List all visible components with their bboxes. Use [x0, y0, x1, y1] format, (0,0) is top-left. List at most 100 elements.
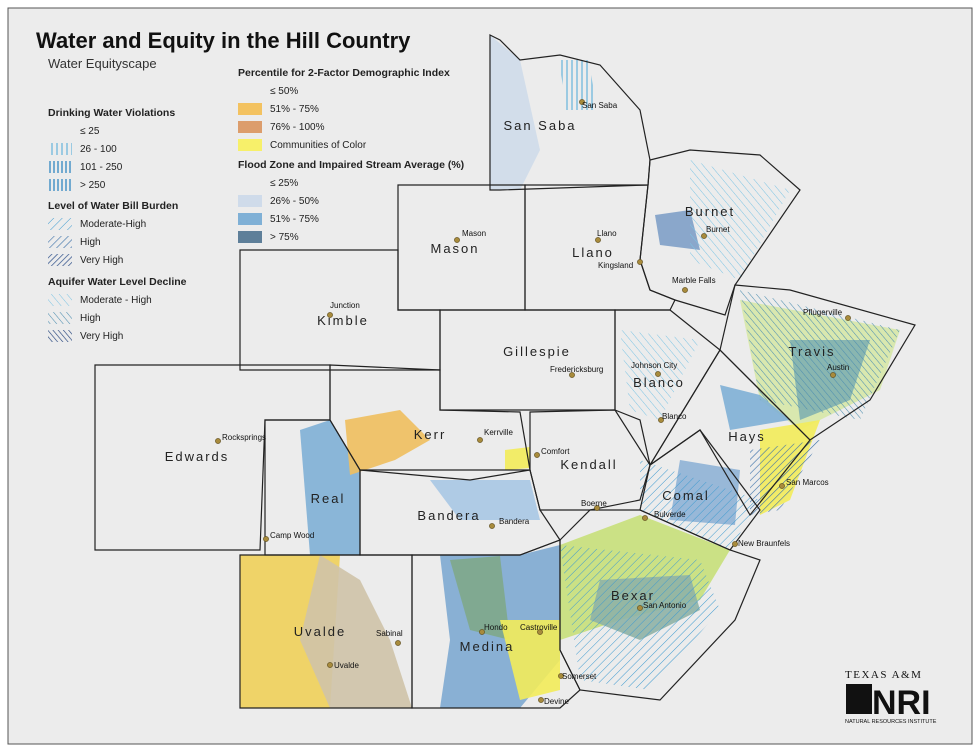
- city-dot: [642, 515, 648, 521]
- county-boundary: [649, 349, 811, 517]
- city-label: Camp Wood: [270, 531, 314, 540]
- legend-item: 26 - 100: [80, 144, 117, 155]
- logo-top: TEXAS A&M: [845, 669, 922, 681]
- county-label: Comal: [662, 488, 710, 503]
- city-label: Fredericksburg: [550, 365, 603, 374]
- legend-item: 51% - 75%: [270, 104, 319, 115]
- city-dot: [489, 523, 495, 529]
- county-label: Uvalde: [294, 624, 346, 639]
- city-dot: [655, 371, 661, 377]
- county-label: Travis: [789, 344, 836, 359]
- city-dot: [558, 673, 564, 679]
- city-dot: [845, 315, 851, 321]
- city-dot: [537, 629, 543, 635]
- city-label: Kingsland: [598, 261, 633, 270]
- city-label: San Antonio: [643, 601, 687, 610]
- county-label: Kimble: [317, 313, 369, 328]
- city-dot: [637, 605, 643, 611]
- county-label: Hays: [728, 429, 766, 444]
- city-dot: [569, 372, 575, 378]
- legend-swatch: [48, 254, 72, 266]
- data-zone: [500, 620, 560, 700]
- legend-item: > 250: [80, 180, 106, 191]
- county-label: Edwards: [165, 449, 230, 464]
- city-dot: [454, 237, 460, 243]
- legend-item: Moderate - High: [80, 295, 152, 306]
- legend-swatch: [238, 231, 262, 243]
- county-boundary: [411, 539, 581, 709]
- city-label: Boerne: [581, 499, 607, 508]
- city-dot: [263, 536, 269, 542]
- data-zone: [655, 210, 700, 250]
- logo-mark: NRI: [872, 684, 931, 722]
- map-title: Water and Equity in the Hill Country: [36, 28, 411, 53]
- city-label: Hondo: [484, 623, 508, 632]
- data-zone: [450, 556, 510, 640]
- city-label: New Braunfels: [738, 539, 790, 548]
- logo-tree: [846, 684, 872, 714]
- city-dot: [658, 417, 664, 423]
- county-label: Gillespie: [503, 344, 571, 359]
- legend-heading: Flood Zone and Impaired Stream Average (…: [238, 159, 464, 171]
- legend-swatch: [48, 312, 72, 324]
- legend-heading: Level of Water Bill Burden: [48, 200, 178, 212]
- legend-item: Moderate-High: [80, 219, 146, 230]
- legend-item: High: [80, 237, 101, 248]
- city-dot: [327, 662, 333, 668]
- city-dot: [594, 505, 600, 511]
- city-dot: [479, 629, 485, 635]
- legend-swatch: [48, 218, 72, 230]
- city-dot: [779, 483, 785, 489]
- legend-swatch: [48, 179, 72, 191]
- legend-item: 51% - 75%: [270, 214, 319, 225]
- city-label: Austin: [827, 363, 849, 372]
- legend-item: ≤ 25%: [270, 178, 298, 189]
- legend-swatch: [238, 195, 262, 207]
- city-dot: [538, 697, 544, 703]
- county-label: Kendall: [560, 457, 617, 472]
- hatch-zone: [640, 460, 760, 550]
- county-label: Bexar: [611, 588, 655, 603]
- legend-item: High: [80, 313, 101, 324]
- city-dot: [579, 99, 585, 105]
- county-label: Medina: [460, 639, 515, 654]
- city-label: Mason: [462, 229, 486, 238]
- city-label: Rocksprings: [222, 433, 266, 442]
- hatch-zone: [750, 440, 820, 515]
- hatch-zone: [560, 60, 595, 110]
- legend-item: 101 - 250: [80, 162, 123, 173]
- legend-swatch: [48, 294, 72, 306]
- data-zone: [720, 385, 790, 430]
- legend-item: ≤ 25: [80, 126, 100, 137]
- city-dot: [682, 287, 688, 293]
- legend-item: ≤ 50%: [270, 86, 298, 97]
- data-zone: [300, 420, 360, 555]
- city-dot: [637, 259, 643, 265]
- city-dot: [830, 372, 836, 378]
- legend-item: Very High: [80, 255, 123, 266]
- legend-swatch: [238, 139, 262, 151]
- city-dot: [327, 312, 333, 318]
- city-label: Marble Falls: [672, 276, 716, 285]
- city-label: Somerset: [562, 672, 597, 681]
- city-label: San Saba: [582, 101, 618, 110]
- county-label: Bandera: [417, 508, 480, 523]
- data-zone: [430, 480, 540, 520]
- city-dot: [732, 541, 738, 547]
- county-label: Blanco: [633, 375, 685, 390]
- city-dot: [595, 237, 601, 243]
- hatch-zone: [690, 160, 790, 280]
- data-zone: [505, 447, 530, 470]
- legend-swatch: [238, 213, 262, 225]
- county-label: Kerr: [414, 427, 447, 442]
- city-label: Blanco: [662, 412, 687, 421]
- legend-heading: Aquifer Water Level Decline: [48, 276, 187, 288]
- legend-swatch: [238, 121, 262, 133]
- data-zone: [345, 410, 430, 475]
- data-zone: [300, 555, 412, 708]
- city-dot: [701, 233, 707, 239]
- city-dot: [534, 452, 540, 458]
- county-boundary: [639, 429, 761, 551]
- legend-item: > 75%: [270, 232, 299, 243]
